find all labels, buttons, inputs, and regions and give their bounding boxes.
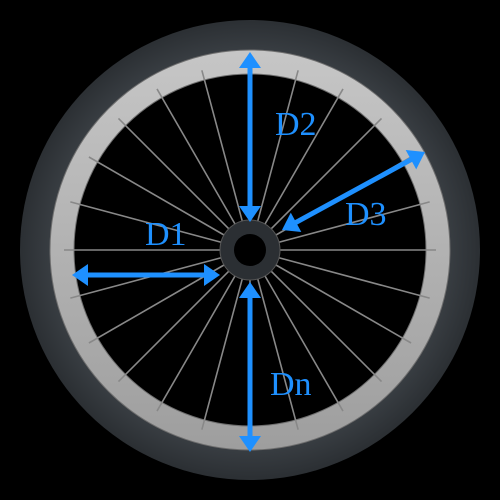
label-D3: D3 bbox=[345, 196, 387, 233]
hub-inner bbox=[234, 234, 266, 266]
label-D1: D1 bbox=[145, 216, 187, 253]
label-Dn: Dn bbox=[270, 366, 312, 403]
label-D2: D2 bbox=[275, 106, 317, 143]
